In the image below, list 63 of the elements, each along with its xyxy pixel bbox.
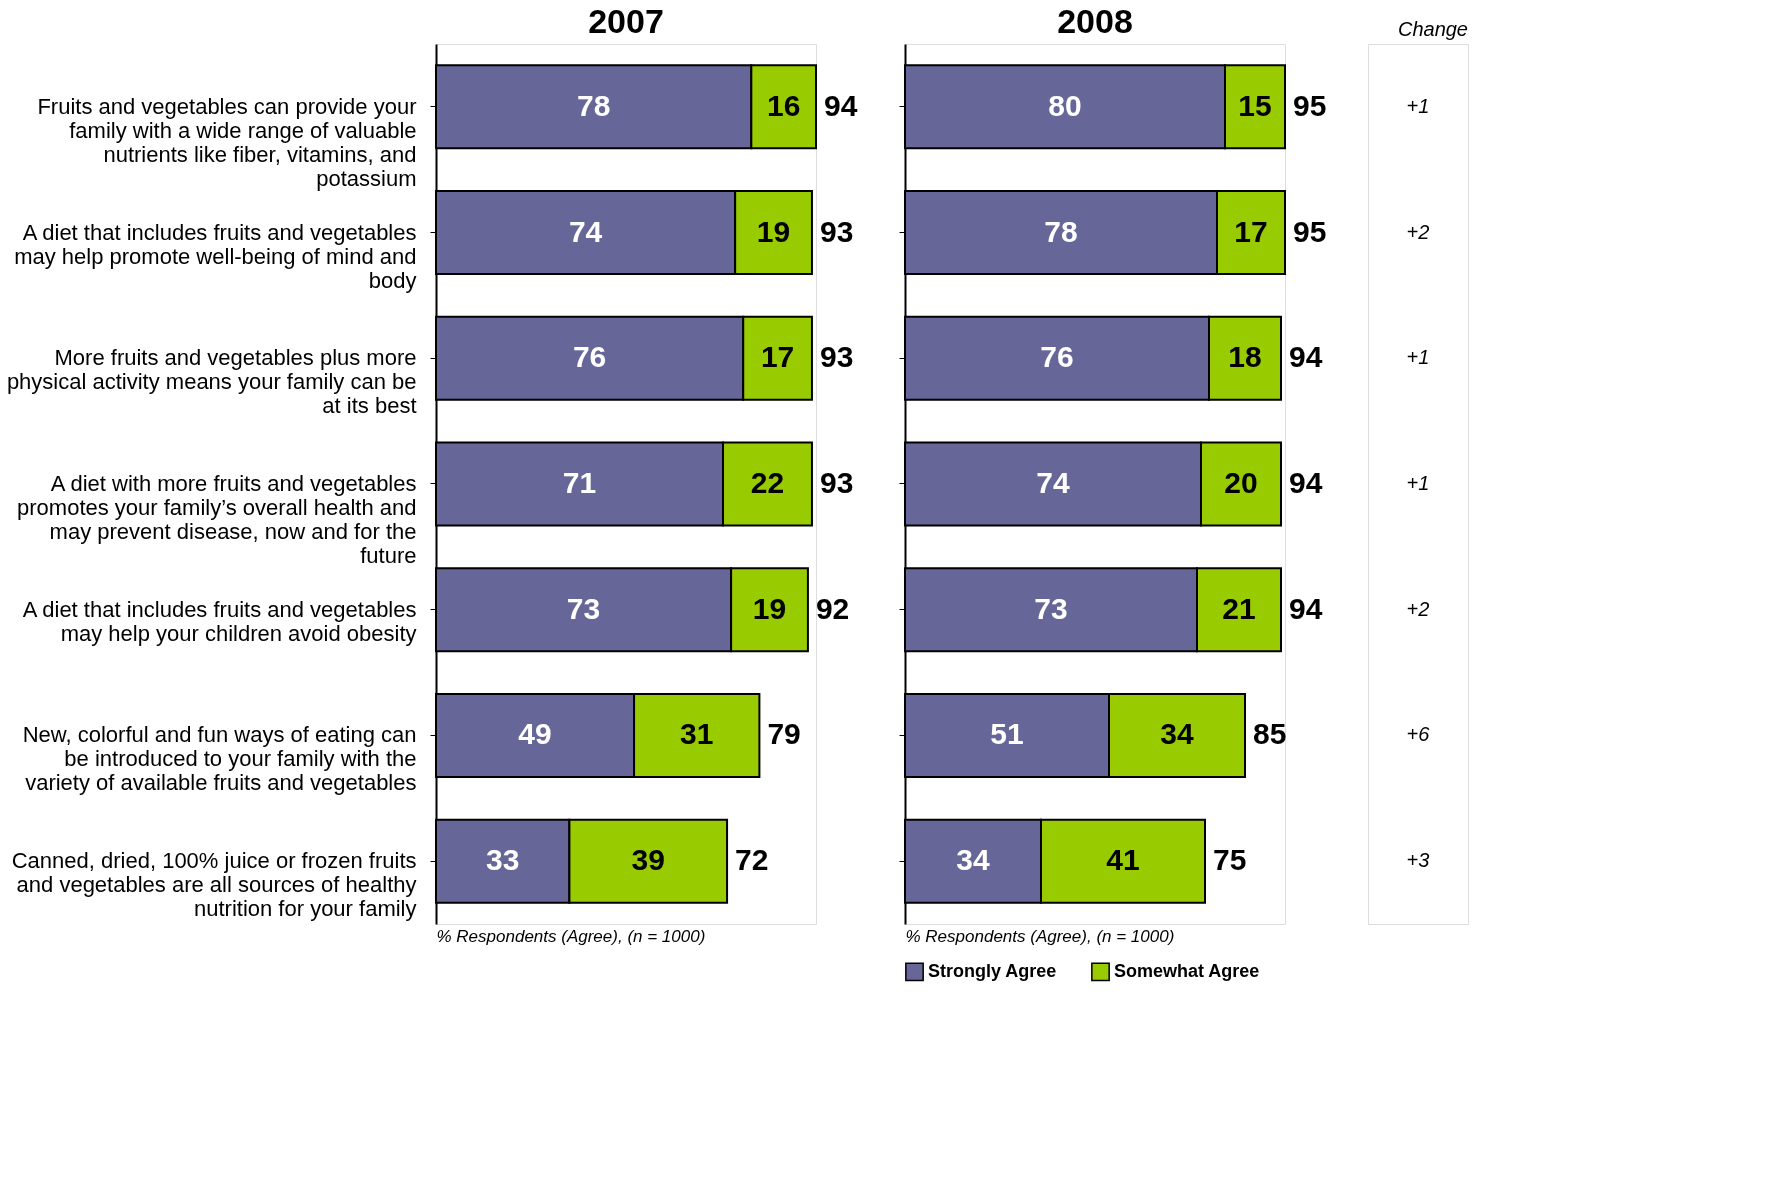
text: +2 [1406,220,1430,243]
x-axis-title: % Respondents (Agree), (n = 1000) [436,926,706,946]
text: +1 [1406,346,1430,369]
data-label: 73 [1034,591,1068,625]
data-label: 80 [1048,88,1082,122]
total-label: 93 [819,340,854,374]
total-label: 94 [1289,466,1323,499]
total-label: 79 [767,717,801,751]
total-label: 75 [1213,843,1247,877]
text: +1 [1406,94,1430,117]
y-tick-label: New, colorful and fun ways of eating can be introduced to your family with the variety of available fruits and vegetables [22,722,417,796]
text: +1 [1406,472,1430,494]
data-label: 39 [631,843,665,877]
chart-title: 2007 [588,2,664,40]
y-tick-label: A diet that includes fruits and vegetables may help your children avoid obesity [22,596,417,646]
y-tick-label: More fruits and vegetables plus more physical activity means your family can be at its best [6,345,417,419]
total-label: 95 [1293,88,1327,122]
y-tick-label: Fruits and vegetables can provide your family with a wide range of valuable nutrients like fiber, vitamins, and potassium [37,93,417,191]
data-label: 78 [1044,214,1078,248]
data-label: 34 [1160,717,1194,751]
total-label: 92 [815,591,850,625]
legend-label: Strongly Agree [928,960,1057,981]
data-label: 41 [1106,843,1140,877]
data-label: 20 [1224,466,1258,499]
text: +3 [1406,849,1430,872]
total-label: 94 [824,88,858,122]
total-label: 94 [1289,340,1323,374]
data-label: 17 [760,340,795,374]
total-label: 94 [1289,591,1323,625]
total-label: 85 [1253,717,1287,751]
data-label: 33 [486,843,520,877]
data-label: 31 [680,717,714,751]
text: Change [1397,18,1468,40]
data-label: 74 [568,214,603,248]
data-label: 18 [1228,340,1262,374]
data-label: 76 [1040,340,1074,374]
data-label: 16 [766,88,801,122]
y-tick-label: A diet with more fruits and vegetables promotes your family’s overall health and may prevent disease, now and for the future [17,471,417,568]
total-label: 93 [819,466,854,499]
data-label: 19 [756,214,791,248]
y-tick-label: Canned, dried, 100% juice or frozen fruits and vegetables are all sources of healthy nutrition for your family [11,848,417,922]
chart-title: 2008 [1057,2,1133,40]
legend-label: Somewhat Agree [1114,960,1260,981]
data-label: 51 [990,717,1024,751]
data-label: 74 [1036,466,1070,499]
y-tick-label: A diet that includes fruits and vegetables may help promote well-being of mind and body [14,219,417,293]
data-label: 73 [566,591,601,625]
total-label: 95 [1293,214,1327,248]
data-label: 15 [1238,88,1272,122]
data-label: 17 [1234,214,1268,248]
x-axis-title: % Respondents (Agree), (n = 1000) [905,926,1175,946]
text: +6 [1406,723,1431,746]
data-label: 19 [752,591,787,625]
total-label: 72 [735,843,769,877]
data-label: 71 [562,466,597,499]
data-label: 76 [572,340,607,374]
data-label: 49 [518,717,552,751]
total-label: 93 [819,214,854,248]
data-label: 22 [750,466,785,499]
data-label: 34 [956,843,990,877]
text: +2 [1406,597,1430,620]
data-label: 21 [1222,591,1256,625]
data-label: 78 [576,88,611,122]
